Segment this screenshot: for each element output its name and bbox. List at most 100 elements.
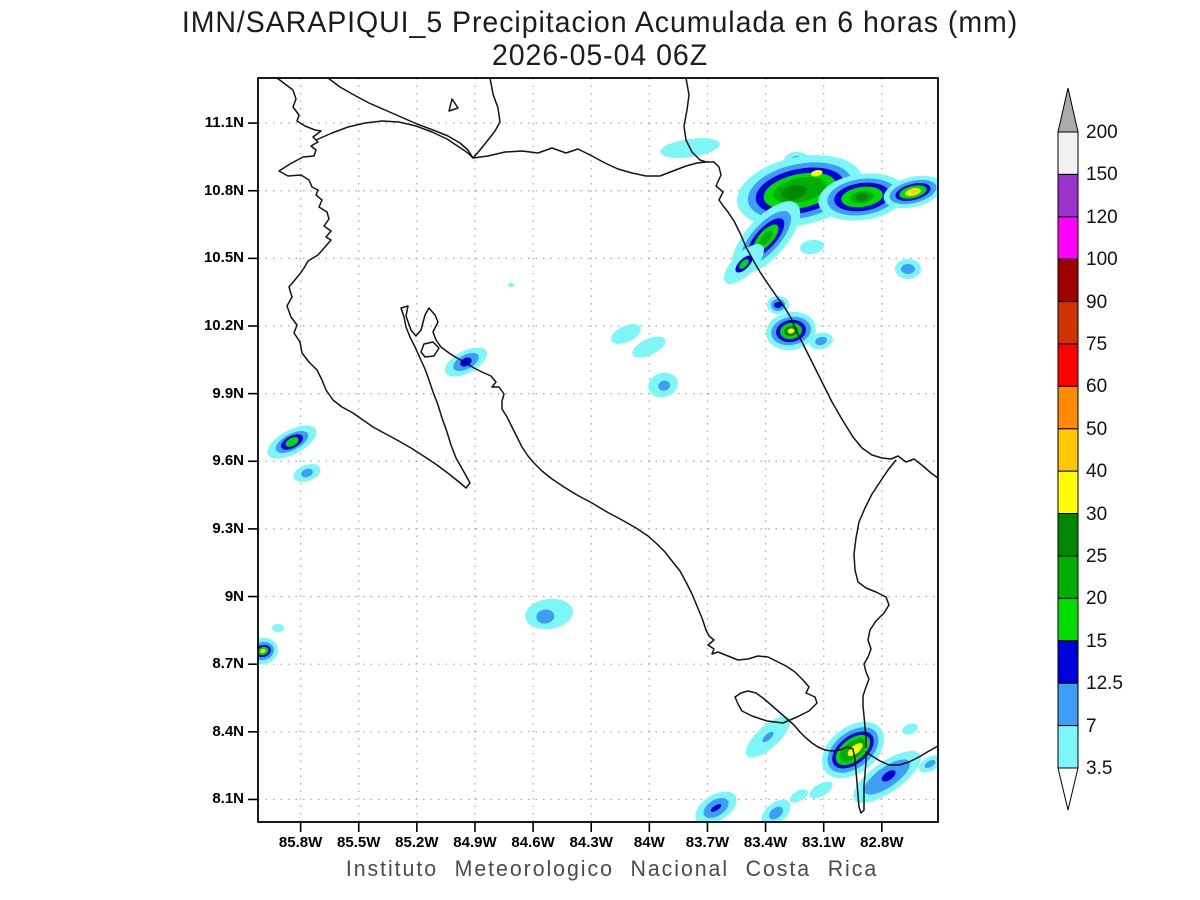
precip-contour	[536, 609, 555, 624]
lake-nicaragua-shore	[327, 77, 501, 159]
precip-cell	[767, 296, 789, 314]
colorbar-segment	[1057, 301, 1079, 345]
colorbar-label: 200	[1086, 122, 1118, 143]
lon-tick-label: 85.5W	[337, 834, 381, 851]
colorbar-label: 20	[1086, 588, 1108, 610]
precip-contour	[856, 192, 868, 202]
lake-island	[448, 98, 459, 112]
colorbar-segment	[1057, 173, 1079, 218]
colorbar-segment	[1057, 597, 1079, 642]
lat-tick-label: 9.6N	[212, 452, 244, 470]
precip-contour	[272, 624, 284, 632]
colorbar-over-arrow	[1057, 87, 1079, 133]
precip-contour	[710, 804, 722, 812]
coastline-caribbean	[683, 77, 939, 479]
precip-cell	[724, 244, 764, 284]
colorbar-label: 3.5	[1086, 758, 1113, 779]
colorbar-segment	[1057, 428, 1079, 472]
precip-cell	[632, 336, 666, 358]
coastline-layer	[276, 77, 939, 814]
precip-cell	[648, 372, 678, 398]
precip-contour	[611, 324, 641, 344]
lat-tick-label: 8.7N	[212, 655, 244, 673]
precip-contour	[508, 283, 514, 287]
precip-contour	[759, 230, 773, 246]
colorbar-segment	[1057, 343, 1079, 387]
lon-tick-label: 84.6W	[511, 834, 555, 851]
plot-frame	[257, 77, 939, 823]
lon-tick-label: 85.2W	[395, 834, 439, 851]
precip-cell	[258, 637, 278, 665]
colorbar-label: 25	[1086, 546, 1108, 567]
lat-tick-label: 8.4N	[212, 722, 244, 740]
precip-contour	[810, 169, 823, 177]
colorbar-segment	[1057, 682, 1079, 727]
lon-tick-label: 83.1W	[802, 834, 846, 851]
precip-contour	[658, 380, 671, 391]
precip-contour	[902, 723, 918, 735]
lat-tick-label: 10.2N	[203, 317, 244, 334]
colorbar-label: 7	[1086, 715, 1097, 737]
isla-chira	[420, 341, 440, 358]
precip-cell	[809, 332, 833, 350]
precip-cell	[611, 324, 641, 344]
lon-tick-label: 84W	[633, 834, 665, 851]
precip-cell	[272, 624, 284, 632]
precip-cell	[919, 755, 938, 773]
precip-contour	[809, 781, 833, 799]
gridlines	[258, 78, 938, 822]
nicaragua-border	[315, 120, 707, 177]
precip-cell	[695, 791, 737, 822]
colorbar-segment	[1057, 470, 1079, 515]
coastline-pacific	[276, 77, 939, 814]
colorbar-segment	[1057, 513, 1079, 557]
page-title: IMN/SARAPIQUI_5 Precipitacion Acumulada …	[181, 6, 1019, 39]
valid-time-subtitle: 2026-05-04 06Z	[491, 39, 709, 72]
colorbar-segment	[1057, 725, 1079, 769]
lat-tick-label: 10.5N	[203, 249, 244, 267]
precip-cell	[789, 789, 809, 803]
precip-cell	[809, 781, 833, 799]
precipitation-shading	[258, 138, 938, 822]
lat-tick-label: 9.3N	[212, 519, 244, 537]
precip-contour	[787, 328, 795, 334]
precip-cell	[902, 723, 918, 735]
colorbar-segment	[1057, 640, 1079, 684]
colorbar-label: 90	[1086, 291, 1108, 313]
precip-contour	[815, 336, 827, 346]
precip-cell	[883, 175, 938, 209]
footer-credit: Instituto Meteorologico Nacional Costa R…	[345, 856, 879, 881]
precip-cell	[445, 347, 487, 377]
precip-contour	[285, 437, 299, 447]
lat-tick-label: 10.8N	[203, 181, 244, 199]
precip-contour	[789, 789, 809, 803]
lon-tick-label: 84.9W	[453, 834, 497, 851]
precip-contour	[924, 760, 936, 768]
precip-cell	[766, 311, 816, 351]
precip-contour	[781, 184, 807, 200]
colorbar-label: 30	[1086, 503, 1108, 525]
lon-tick-label: 83.4W	[743, 834, 788, 851]
colorbar-segment	[1057, 258, 1079, 303]
colorbar-label: 50	[1086, 418, 1108, 440]
precip-contour	[881, 770, 896, 782]
precip-contour	[800, 239, 824, 255]
precip-contour	[901, 264, 915, 274]
precip-cell	[745, 716, 791, 758]
colorbar-label: 40	[1086, 461, 1108, 483]
lon-tick-label: 85.8W	[278, 834, 323, 851]
colorbar-label: 100	[1086, 249, 1118, 271]
precip-contour	[774, 302, 782, 308]
precip-cell	[761, 799, 791, 822]
panama-border	[853, 459, 897, 748]
precip-cell	[800, 239, 824, 255]
colorbar	[1057, 87, 1079, 811]
colorbar-label: 75	[1086, 334, 1108, 355]
precip-cell	[818, 173, 906, 221]
precip-contour	[762, 731, 774, 743]
lon-tick-label: 82.8W	[860, 834, 904, 851]
lat-tick-label: 8.1N	[212, 790, 244, 808]
colorbar-under-arrow	[1057, 767, 1079, 811]
